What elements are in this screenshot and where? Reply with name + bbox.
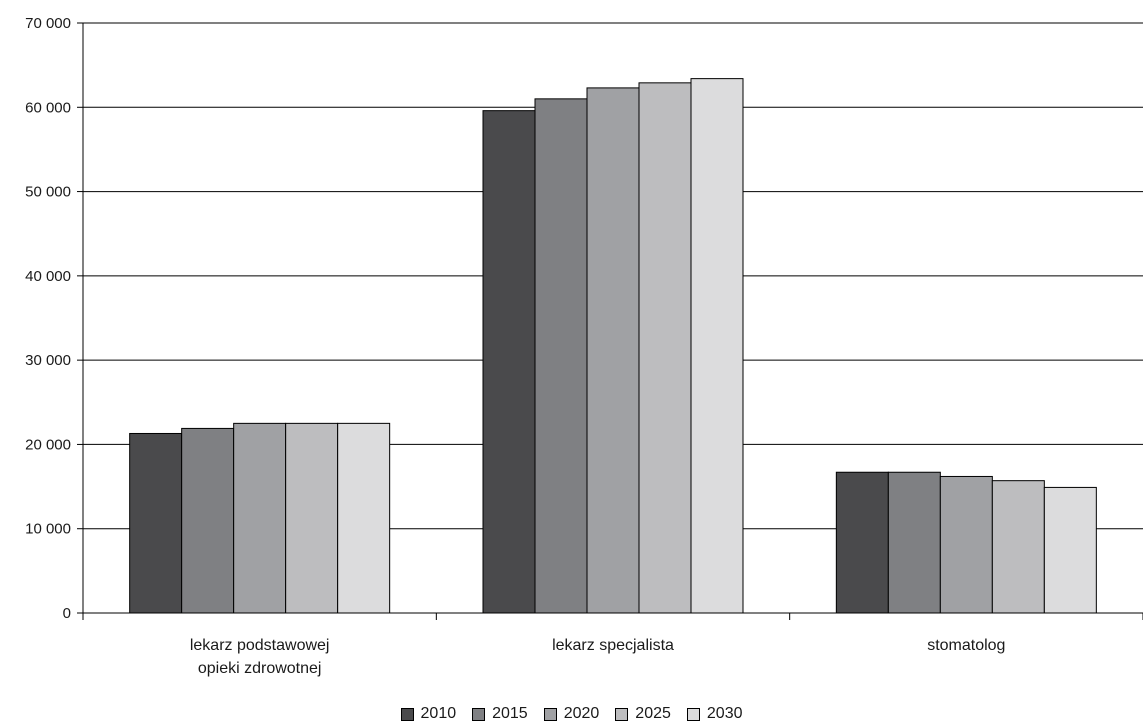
bar-2015 xyxy=(181,427,235,614)
legend-label: 2020 xyxy=(563,705,600,722)
x-category-label: opieki zdrowotnej xyxy=(198,660,322,677)
bar-2025 xyxy=(991,480,1045,614)
bar-2025 xyxy=(285,422,339,614)
x-category-label: lekarz podstawowej xyxy=(190,637,330,654)
bar-2015 xyxy=(534,98,588,614)
legend-label: 2015 xyxy=(492,705,528,722)
legend-label: 2025 xyxy=(635,705,671,722)
legend-item-2020: 2020 xyxy=(543,705,600,723)
legend-item-2015: 2015 xyxy=(472,705,528,723)
bar-2010 xyxy=(835,471,889,614)
y-tick-label: 10 000 xyxy=(25,521,71,538)
legend-swatch xyxy=(686,707,700,721)
y-tick-label: 50 000 xyxy=(25,184,71,201)
bar-2030 xyxy=(690,78,744,614)
x-category-label: lekarz specjalista xyxy=(552,637,674,654)
y-tick-label: 60 000 xyxy=(25,99,71,116)
y-tick-label: 0 xyxy=(63,605,71,622)
legend-swatch xyxy=(472,707,486,721)
legend-item-2025: 2025 xyxy=(615,705,671,723)
x-category-label: stomatolog xyxy=(927,637,1005,654)
legend-item-2030: 2030 xyxy=(686,705,743,723)
bar-2030 xyxy=(337,422,391,614)
chart-legend: 2010 2015 2020 2025 2030 xyxy=(0,703,1143,725)
legend-label: 2010 xyxy=(420,705,457,722)
legend-swatch xyxy=(615,707,629,721)
bar-2010 xyxy=(482,110,536,614)
legend-swatch xyxy=(543,707,557,721)
legend-swatch xyxy=(400,707,414,721)
bar-2030 xyxy=(1043,486,1097,614)
bar-2020 xyxy=(233,422,287,614)
y-tick-label: 30 000 xyxy=(25,352,71,369)
y-tick-label: 20 000 xyxy=(25,436,71,453)
bar-2020 xyxy=(586,87,640,614)
bar-2025 xyxy=(638,82,692,614)
legend-item-2010: 2010 xyxy=(400,705,457,723)
legend-label: 2030 xyxy=(706,705,743,722)
y-tick-label: 40 000 xyxy=(25,268,71,285)
bar-2020 xyxy=(939,475,993,614)
bar-2015 xyxy=(887,471,941,614)
y-tick-label: 70 000 xyxy=(25,15,71,32)
bar-2010 xyxy=(129,432,183,614)
